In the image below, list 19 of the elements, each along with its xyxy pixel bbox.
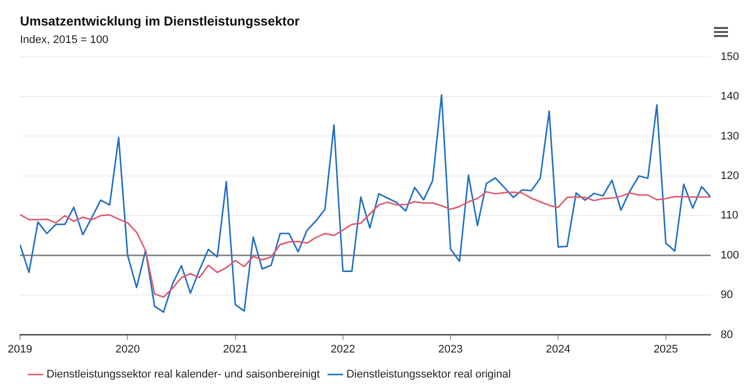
- y-tick-label: 130: [720, 130, 740, 142]
- x-tick-label: 2024: [546, 343, 570, 356]
- x-tick-label: 2020: [115, 343, 140, 356]
- y-tick-label: 100: [720, 249, 740, 262]
- x-tick-label: 2019: [8, 343, 32, 356]
- legend-label: Dienstleistungssektor real kalender- und saisonbereinigt: [46, 368, 320, 381]
- chart-title: Umsatzentwicklung im Dienstleistungssektor: [20, 13, 300, 28]
- y-tick-label: 150: [720, 50, 740, 63]
- y-tick-label: 90: [720, 289, 733, 302]
- chart-subtitle: Index, 2015 = 100: [20, 34, 108, 46]
- y-tick-label: 110: [720, 210, 738, 222]
- y-tick-label: 80: [720, 328, 733, 341]
- x-tick-label: 2025: [654, 343, 678, 356]
- y-tick-label: 120: [720, 170, 740, 182]
- x-tick-label: 2022: [330, 343, 356, 356]
- x-tick-label: 2023: [438, 343, 463, 356]
- y-tick-label: 140: [720, 90, 740, 103]
- legend-label: Dienstleistungssektor real original: [346, 368, 511, 381]
- x-tick-label: 2021: [223, 343, 248, 356]
